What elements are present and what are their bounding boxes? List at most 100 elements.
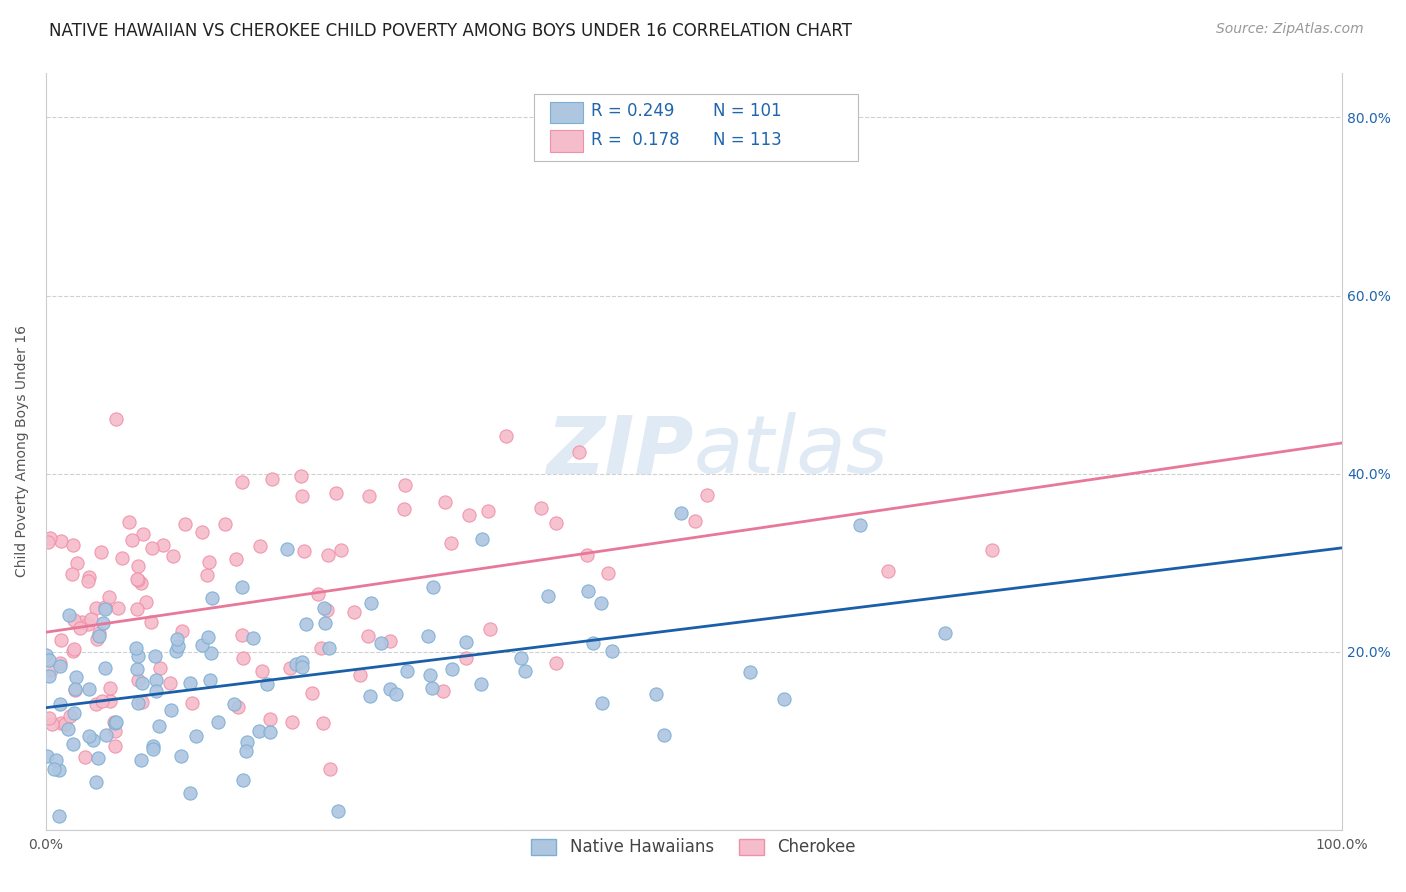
Point	[314, 616, 336, 631]
Point	[292, 544, 315, 558]
Point	[515, 664, 537, 678]
Point	[63, 613, 86, 627]
Point	[214, 516, 236, 531]
Point	[191, 524, 214, 539]
Point	[356, 629, 378, 643]
Point	[231, 475, 253, 489]
Point	[172, 624, 194, 638]
Point	[432, 683, 454, 698]
Point	[35, 648, 58, 663]
Point	[131, 695, 153, 709]
Point	[259, 712, 281, 726]
Point	[127, 697, 149, 711]
Point	[696, 488, 718, 502]
Point	[38, 668, 60, 682]
Point	[360, 596, 382, 610]
Point	[110, 550, 132, 565]
Point	[62, 538, 84, 552]
Point	[440, 535, 463, 549]
Point	[441, 662, 464, 676]
Point	[87, 626, 110, 640]
Point	[142, 742, 165, 756]
Point	[278, 661, 301, 675]
Point	[131, 676, 153, 690]
Point	[135, 595, 157, 609]
Point	[58, 607, 80, 622]
Point	[325, 486, 347, 500]
Point	[127, 648, 149, 663]
Point	[105, 412, 128, 426]
Point	[94, 728, 117, 742]
Point	[530, 501, 553, 516]
Point	[66, 557, 89, 571]
Point	[124, 641, 146, 656]
Point	[63, 706, 86, 720]
Point	[77, 616, 100, 631]
Point	[87, 750, 110, 764]
Point	[127, 602, 149, 616]
Point	[301, 685, 323, 699]
Point	[290, 469, 312, 483]
Point	[121, 533, 143, 547]
Point	[200, 646, 222, 660]
Point	[478, 622, 501, 636]
Point	[73, 750, 96, 764]
Point	[86, 632, 108, 646]
Point	[77, 574, 100, 588]
Point	[247, 723, 270, 738]
Point	[159, 703, 181, 717]
Point	[38, 652, 60, 666]
Point	[591, 696, 613, 710]
Point	[495, 429, 517, 443]
Text: N = 113: N = 113	[713, 131, 782, 149]
Point	[328, 804, 350, 818]
Point	[39, 663, 62, 677]
Point	[49, 716, 72, 731]
Point	[232, 773, 254, 788]
Point	[290, 489, 312, 503]
Point	[378, 633, 401, 648]
Point	[98, 694, 121, 708]
Text: NATIVE HAWAIIAN VS CHEROKEE CHILD POVERTY AMONG BOYS UNDER 16 CORRELATION CHART: NATIVE HAWAIIAN VS CHEROKEE CHILD POVERT…	[49, 22, 852, 40]
Point	[49, 659, 72, 673]
Point	[62, 644, 84, 658]
Point	[84, 697, 107, 711]
Point	[42, 762, 65, 776]
Point	[319, 762, 342, 776]
Point	[49, 632, 72, 647]
Point	[94, 599, 117, 614]
Point	[143, 649, 166, 664]
Point	[105, 715, 128, 730]
Point	[48, 763, 70, 777]
Point	[654, 728, 676, 742]
Point	[419, 668, 441, 682]
Point	[48, 657, 70, 671]
Point	[107, 600, 129, 615]
Point	[236, 735, 259, 749]
Text: Source: ZipAtlas.com: Source: ZipAtlas.com	[1216, 22, 1364, 37]
Point	[139, 615, 162, 629]
Point	[145, 684, 167, 698]
Point	[104, 723, 127, 738]
Point	[165, 643, 187, 657]
Point	[53, 716, 76, 731]
Point	[422, 580, 444, 594]
Point	[235, 744, 257, 758]
Point	[167, 639, 190, 653]
Point	[159, 675, 181, 690]
Point	[94, 602, 117, 616]
Point	[259, 725, 281, 739]
Point	[132, 526, 155, 541]
Point	[166, 632, 188, 646]
Point	[418, 630, 440, 644]
Point	[104, 716, 127, 731]
Point	[284, 657, 307, 671]
Point	[148, 719, 170, 733]
Text: N = 101: N = 101	[713, 103, 782, 120]
Point	[91, 616, 114, 631]
Point	[70, 615, 93, 629]
Text: ZIP: ZIP	[547, 412, 693, 491]
Point	[477, 504, 499, 518]
Point	[191, 638, 214, 652]
Point	[179, 676, 201, 690]
